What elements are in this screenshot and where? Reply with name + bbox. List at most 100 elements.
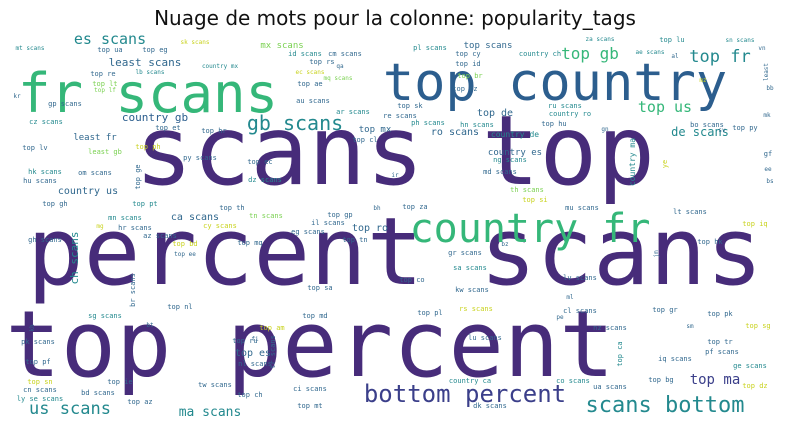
word-top-re: top re <box>90 70 115 78</box>
word-top-sa: top sa <box>307 284 332 292</box>
word-top-bd: top bd <box>172 240 197 248</box>
word-top-co: top co <box>399 276 424 284</box>
word-top-mq: top mq <box>237 239 262 247</box>
word-top-ch: top ch <box>237 391 262 399</box>
word-bo-scans: bo scans <box>690 121 724 129</box>
word-top-lf: top lf <box>94 87 116 94</box>
word-country-es: country es <box>488 148 542 158</box>
word-top-ua: top ua <box>97 46 122 54</box>
word-sn-scans: sn scans <box>726 37 755 44</box>
word-top-am: top am <box>259 324 284 332</box>
word-cy-scans: cy scans <box>203 222 237 230</box>
word-za-scans: za scans <box>586 36 615 43</box>
chart-title: Nuage de mots pour la colonne: popularit… <box>154 6 636 30</box>
word-pe: pe <box>556 314 564 321</box>
word-ua-scans: ua scans <box>593 383 627 391</box>
word-top-hu: top hu <box>541 120 566 128</box>
word-sk-scans: sk scans <box>181 39 210 46</box>
word-bb: bb <box>766 85 774 92</box>
word-ca-scans: ca scans <box>171 212 219 223</box>
word-least-gb: least gb <box>88 148 122 156</box>
word-sm: sm <box>686 323 694 330</box>
word-top-lt: top lt <box>92 80 117 88</box>
word-bottom-percent: bottom percent <box>364 380 566 408</box>
word-sv: sv <box>718 127 726 134</box>
word-iq-scans: iq scans <box>658 355 692 363</box>
word-top-gb: top gb <box>561 44 619 63</box>
word-top-bg: top bg <box>648 376 673 384</box>
word-percent-scans: percent scans <box>27 198 763 307</box>
word-top-hr: top hr <box>201 127 226 135</box>
word-lu-scans: lu scans <box>468 334 502 342</box>
word-eg-scans: eg scans <box>291 228 325 236</box>
word-country-us: country us <box>58 186 118 197</box>
word-country-ca: country ca <box>449 377 491 385</box>
word-sg-scans: sg scans <box>88 312 122 320</box>
word-md-scans: md scans <box>483 168 517 176</box>
word-top-fr: top fr <box>689 47 750 67</box>
word-scans-top: scans top <box>135 95 655 207</box>
word-tr-scans: tr scans <box>269 335 277 369</box>
word-py-scans: py scans <box>183 154 217 162</box>
word-om-scans: om scans <box>78 169 112 177</box>
word-ro-scans: ro scans <box>431 127 479 138</box>
word-top-iq: top iq <box>742 220 767 228</box>
word-top-percent: top percent <box>10 291 615 398</box>
word-th-scans: th scans <box>510 186 544 194</box>
word-top-pl: top pl <box>417 309 442 317</box>
word-pk-scans: pk scans <box>21 338 55 346</box>
word-least-scans: least scans <box>109 56 182 69</box>
word-top-lv: top lv <box>22 144 47 152</box>
word-top-ph: top ph <box>135 143 160 151</box>
word-dk-scans: dk scans <box>473 402 507 410</box>
word-top-de: top de <box>477 108 513 119</box>
word-top-hk: top hk <box>697 238 723 246</box>
word-gn: gn <box>601 126 609 133</box>
word-mn-scans: mn scans <box>108 214 142 222</box>
word-top-pf: top pf <box>25 358 50 366</box>
word-top-az: top az <box>127 398 152 406</box>
word-re-scans: re scans <box>383 112 417 120</box>
word-bt: bt <box>146 322 154 329</box>
word-es-scans: es scans <box>74 34 146 48</box>
word-kw-scans: kw scans <box>455 286 489 294</box>
word-scans-bottom: scans bottom <box>586 393 745 418</box>
word-top-ec: top ec <box>247 158 272 166</box>
word-id-scans: id scans <box>288 50 322 58</box>
word-least: least <box>763 63 770 81</box>
word-top-tn: top tn <box>342 236 367 244</box>
word-au-scans: au scans <box>296 97 330 105</box>
word-hk-scans: hk scans <box>28 168 62 176</box>
word-top-mt: top mt <box>297 402 322 410</box>
word-top-sn: top sn <box>27 378 52 386</box>
word-nl-scans: nl scans <box>238 360 272 368</box>
word-gh-scans: gh scans <box>28 236 62 244</box>
word-top-nl: top nl <box>167 303 192 311</box>
word-ae-scans: ae scans <box>636 49 665 56</box>
word-al: al <box>671 53 679 60</box>
word-pf-scans: pf scans <box>705 348 739 356</box>
word-ml: ml <box>566 294 574 301</box>
word-co-scans: co scans <box>556 377 590 385</box>
word-bh: bh <box>373 205 381 212</box>
word-lt-scans: lt scans <box>673 208 707 216</box>
word-ch-scans: ch scans <box>68 232 81 285</box>
word-bs: bs <box>766 178 774 185</box>
word-top-tr: top tr <box>707 338 732 346</box>
word-top-sk: top sk <box>397 102 423 110</box>
word-ge-scans: ge scans <box>733 362 767 370</box>
word-cn-scans: cn scans <box>23 386 57 394</box>
word-top-pt: top pt <box>132 200 157 208</box>
word-ye: ye <box>661 160 669 168</box>
word-country-mx: country mx <box>202 63 239 70</box>
word-gr-scans: gr scans <box>448 249 482 257</box>
word-ru-scans: ru scans <box>548 102 582 110</box>
word-top-gr: top gr <box>652 306 677 314</box>
word-vn: vn <box>758 45 766 52</box>
word-ee: ee <box>764 166 772 173</box>
word-ma-scans: ma scans <box>179 405 242 420</box>
word-mk: mk <box>763 112 771 119</box>
word-mz: mz <box>699 77 707 84</box>
word-us-scans: us scans <box>29 399 111 419</box>
